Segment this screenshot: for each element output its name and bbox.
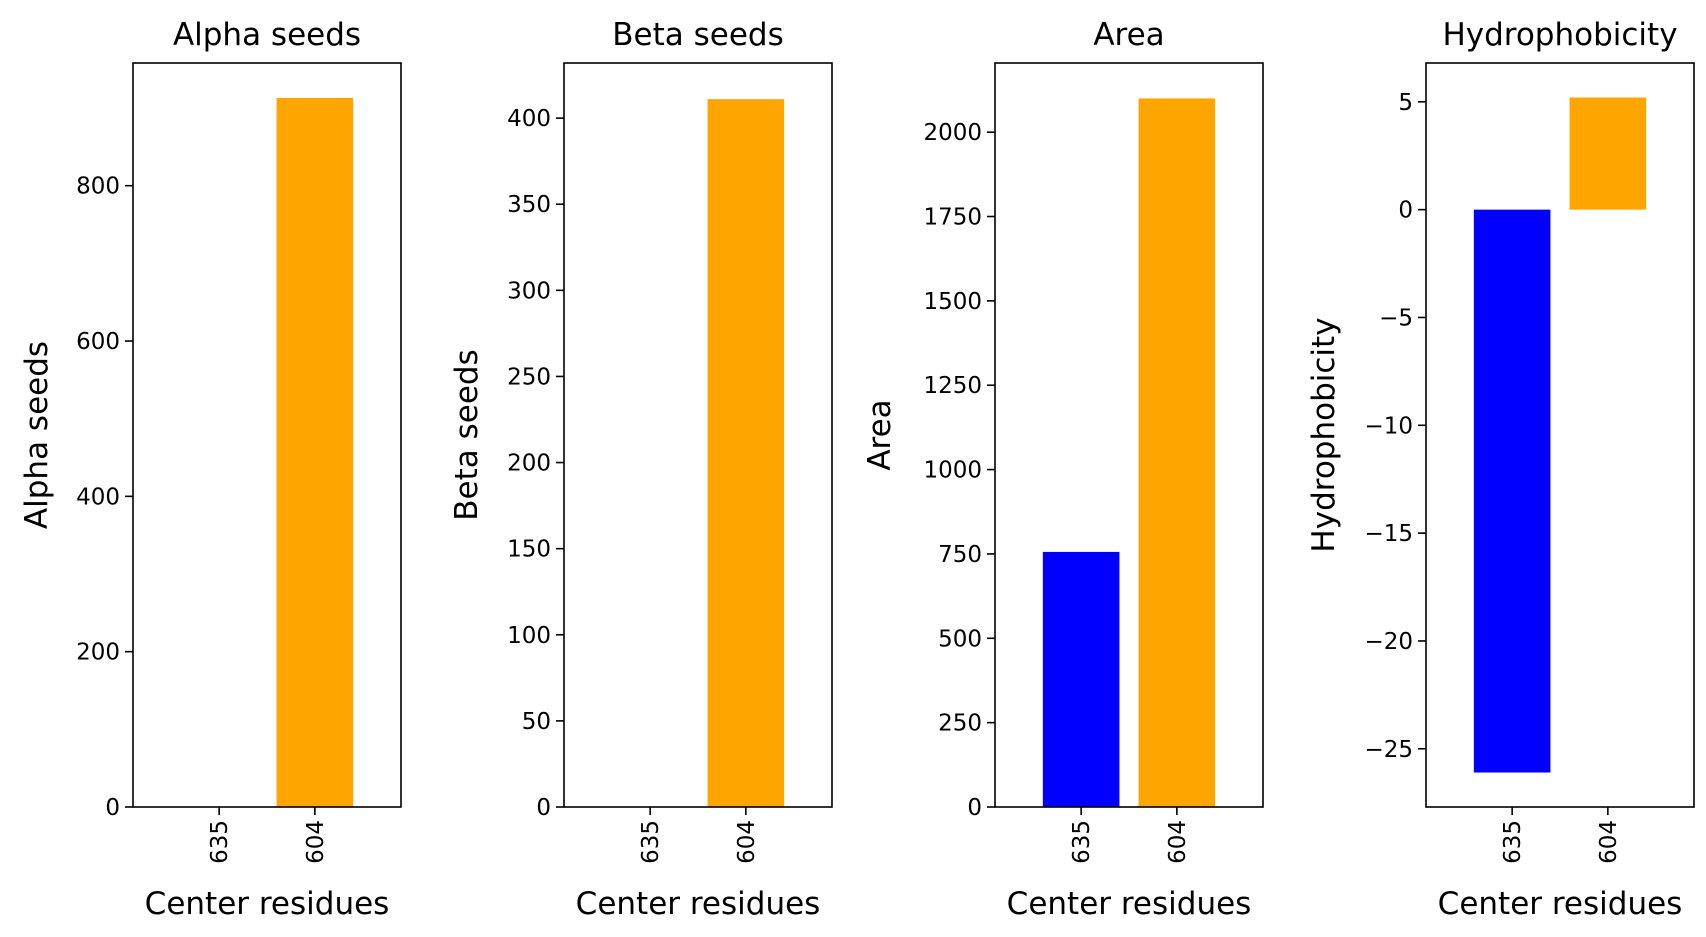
ytick-label: −25 bbox=[1364, 737, 1413, 763]
ytick-label: 100 bbox=[507, 623, 551, 649]
x-axis-label: Center residues bbox=[145, 886, 390, 922]
ytick-label: 5 bbox=[1398, 90, 1413, 116]
x-axis-label: Center residues bbox=[1007, 886, 1252, 922]
bar-604 bbox=[1138, 98, 1216, 807]
ytick-label: 250 bbox=[507, 364, 551, 390]
ytick-label: 150 bbox=[507, 537, 551, 563]
ytick-label: 400 bbox=[76, 484, 120, 510]
xtick-label: 635 bbox=[207, 820, 233, 864]
ytick-label: 400 bbox=[507, 106, 551, 132]
bar-635 bbox=[1042, 551, 1120, 807]
ytick-label: 2000 bbox=[923, 120, 982, 146]
axes-frame bbox=[1425, 62, 1695, 808]
subplot-4: −25 −20 −15 −10 −5 0 5 635 604 Hydrophobicity Cent… bbox=[1306, 17, 1695, 922]
y-axis-label: Beta seeds bbox=[449, 349, 485, 520]
ytick-label: 800 bbox=[76, 174, 120, 200]
ytick-label: 200 bbox=[76, 640, 120, 666]
xtick-label: 635 bbox=[638, 820, 664, 864]
ytick-label: 0 bbox=[105, 795, 120, 821]
ytick-label: 600 bbox=[76, 329, 120, 355]
ytick-label: 1000 bbox=[923, 458, 982, 484]
subplot-title: Alpha seeds bbox=[173, 17, 361, 53]
ytick-label: 1250 bbox=[923, 373, 982, 399]
subplot-3: 0 250 500 750 1000 1250 1500 1750 2000 635 604 Area… bbox=[862, 17, 1264, 922]
y-axis-label: Alpha seeds bbox=[19, 341, 55, 529]
ytick-label: −10 bbox=[1364, 413, 1413, 439]
x-axis-label: Center residues bbox=[1438, 886, 1683, 922]
subplot-1: 0 200 400 600 800 635 604 Alpha seeds Center res… bbox=[19, 17, 402, 922]
ytick-label: −5 bbox=[1379, 305, 1413, 331]
ytick-label: 300 bbox=[507, 278, 551, 304]
ytick-label: −15 bbox=[1364, 521, 1413, 547]
xtick-label: 604 bbox=[1165, 820, 1191, 864]
ytick-label: 1500 bbox=[923, 289, 982, 315]
subplot-2: 0 50 100 150 200 250 300 350 400 635 604 Beta seeds… bbox=[449, 17, 833, 922]
bar-635 bbox=[1473, 209, 1551, 773]
y-axis-label: Area bbox=[862, 399, 898, 470]
ytick-label: 0 bbox=[1398, 198, 1413, 224]
x-axis-label: Center residues bbox=[576, 886, 821, 922]
ytick-label: 350 bbox=[507, 192, 551, 218]
xtick-label: 604 bbox=[1596, 820, 1622, 864]
xtick-label: 604 bbox=[303, 820, 329, 864]
xtick-label: 635 bbox=[1069, 820, 1095, 864]
ytick-label: 500 bbox=[938, 626, 982, 652]
subplot-title: Hydrophobicity bbox=[1442, 17, 1677, 53]
ytick-label: 0 bbox=[967, 795, 982, 821]
subplot-title: Area bbox=[1093, 17, 1164, 53]
ytick-label: 750 bbox=[938, 542, 982, 568]
ytick-label: 0 bbox=[536, 795, 551, 821]
y-axis-label: Hydrophobicity bbox=[1306, 317, 1342, 552]
xtick-label: 604 bbox=[734, 820, 760, 864]
bar-604 bbox=[707, 99, 785, 807]
axes-frame bbox=[994, 62, 1264, 808]
ytick-label: 1750 bbox=[923, 205, 982, 231]
ytick-label: 50 bbox=[522, 709, 551, 735]
ytick-label: 250 bbox=[938, 711, 982, 737]
ytick-label: −20 bbox=[1364, 629, 1413, 655]
ytick-label: 200 bbox=[507, 451, 551, 477]
bar-604 bbox=[276, 97, 354, 807]
xtick-label: 635 bbox=[1500, 820, 1526, 864]
bar-604 bbox=[1569, 97, 1647, 210]
axes-frame bbox=[132, 62, 402, 808]
axes-frame bbox=[563, 62, 833, 808]
subplot-title: Beta seeds bbox=[612, 17, 783, 53]
